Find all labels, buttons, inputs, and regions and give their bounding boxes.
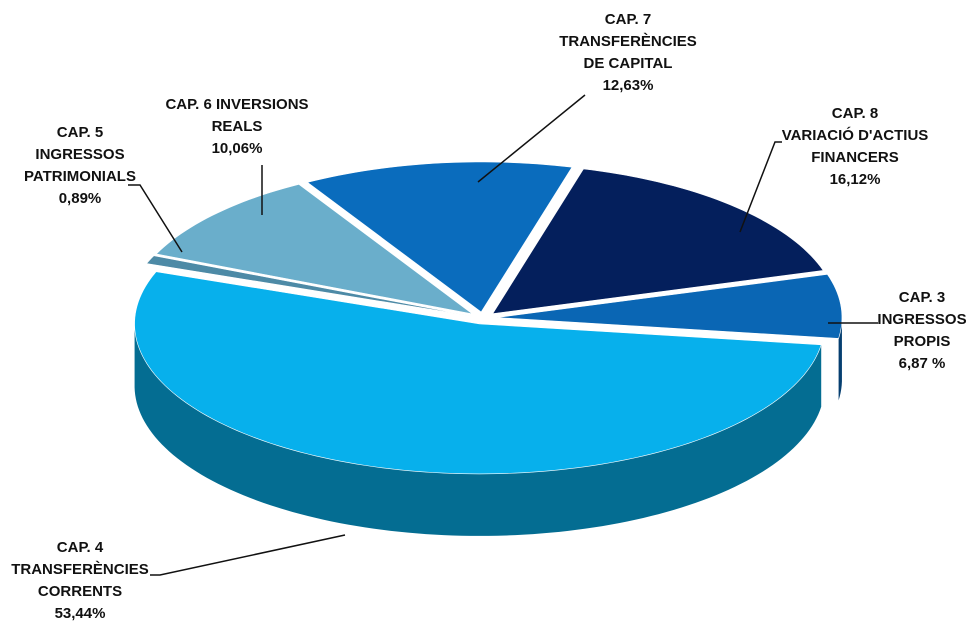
pie-slice — [145, 255, 471, 317]
value-label: 0,89% — [59, 190, 102, 207]
leader-line — [150, 534, 346, 576]
pie-slice — [496, 274, 843, 339]
value-label: 16,12% — [830, 171, 881, 188]
pie-slice-side — [134, 325, 822, 536]
value-label: 10,06% — [212, 140, 263, 157]
value-label: 6,87 % — [899, 355, 946, 372]
slice-label: TRANSFERÈNCIES — [559, 33, 697, 50]
leader-line — [739, 141, 782, 233]
slice-label: CAP. 5 — [57, 124, 103, 141]
slice-label: REALS — [212, 118, 263, 135]
slice-label: CAP. 4 — [57, 539, 104, 556]
slice-label: CORRENTS — [38, 583, 122, 600]
slice-label: PATRIMONIALS — [24, 168, 136, 185]
slice-label: TRANSFERÈNCIES — [11, 561, 149, 578]
leader-line — [477, 94, 586, 183]
slice-label: CAP. 3 — [899, 289, 945, 306]
pie-slice — [155, 184, 473, 315]
slice-label: CAP. 6 INVERSIONS — [165, 96, 308, 113]
leader-line — [128, 184, 183, 253]
pie-slice — [492, 168, 824, 315]
slice-label: FINANCERS — [811, 149, 899, 166]
slice-label: CAP. 7 — [605, 11, 651, 28]
pie-slice — [134, 271, 822, 475]
pie-slice — [306, 161, 573, 313]
pie-slice-side — [838, 319, 842, 401]
slice-label: INGRESSOS — [877, 311, 966, 328]
value-label: 12,63% — [603, 77, 654, 94]
slice-label: VARIACIÓ D'ACTIUS — [782, 126, 929, 144]
slice-label: DE CAPITAL — [584, 55, 673, 72]
slice-label: CAP. 8 — [832, 105, 878, 122]
slice-label: INGRESSOS — [35, 146, 124, 163]
slice-label: PROPIS — [894, 333, 951, 350]
value-label: 53,44% — [55, 605, 106, 622]
